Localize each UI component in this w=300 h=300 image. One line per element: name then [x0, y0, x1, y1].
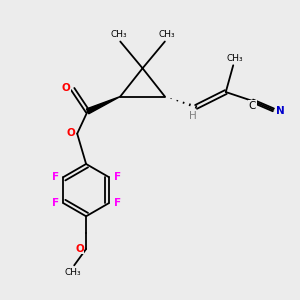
Text: CH₃: CH₃ [110, 30, 127, 39]
Text: O: O [62, 82, 70, 93]
Text: O: O [75, 244, 84, 254]
Text: CH₃: CH₃ [64, 268, 81, 277]
Text: F: F [52, 172, 59, 182]
Text: H: H [189, 111, 197, 122]
Text: F: F [113, 198, 121, 208]
Text: CH₃: CH₃ [158, 30, 175, 39]
Text: O: O [66, 128, 75, 138]
Text: C: C [249, 101, 256, 111]
Text: N: N [275, 106, 284, 116]
Text: CH₃: CH₃ [226, 54, 243, 63]
Polygon shape [86, 97, 120, 114]
Text: F: F [113, 172, 121, 182]
Text: F: F [52, 198, 59, 208]
